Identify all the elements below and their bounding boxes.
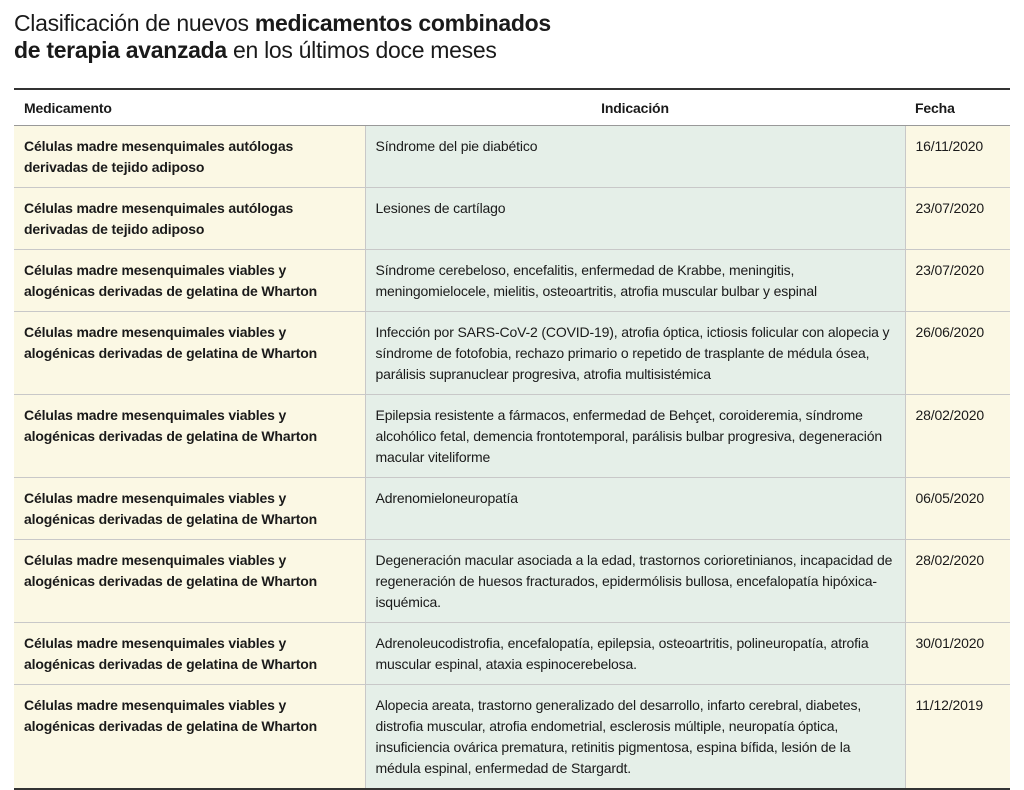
table-cell: Infección por SARS-CoV-2 (COVID-19), atr… [364,311,906,395]
table-cell: Células madre mesenquimales viables y al… [14,622,365,685]
title-bold: de terapia avanzada [14,37,227,63]
table-cell: Células madre mesenquimales viables y al… [14,249,365,312]
table-row: Células madre mesenquimales viables y al… [14,394,1010,478]
table-cell: Adrenoleucodistrofia, encefalopatía, epi… [364,622,906,685]
table-cell: Alopecia areata, trastorno generalizado … [364,684,906,790]
title-text: en los últimos doce meses [233,37,497,63]
table-cell: 11/12/2019 [905,684,1010,790]
table-cell: Síndrome del pie diabético [364,125,906,188]
table-cell: 26/06/2020 [905,311,1010,395]
table-cell: Células madre mesenquimales autólogas de… [14,125,365,188]
table-body: Células madre mesenquimales autólogas de… [14,125,1010,790]
column-header: Indicación [365,88,905,126]
table-cell: Células madre mesenquimales viables y al… [14,311,365,395]
table-cell: 23/07/2020 [905,187,1010,250]
table-row: Células madre mesenquimales viables y al… [14,249,1010,312]
column-header: Medicamento [14,88,365,126]
table-cell: 06/05/2020 [905,477,1010,540]
column-header: Fecha [905,88,1010,126]
table-row: Células madre mesenquimales autólogas de… [14,187,1010,250]
table: Medicamento Indicación Fecha Células madre… [14,88,1010,790]
table-row: Células madre mesenquimales viables y al… [14,539,1010,623]
table-cell: Células madre mesenquimales viables y al… [14,539,365,623]
table-cell: Lesiones de cartílago [364,187,906,250]
table-row: Células madre mesenquimales viables y al… [14,311,1010,395]
table-row: Células madre mesenquimales viables y al… [14,477,1010,540]
title: Clasificación de nuevos medicamentos com… [14,10,551,64]
table-cell: Células madre mesenquimales viables y al… [14,394,365,478]
header-row: Medicamento Indicación Fecha [14,88,1010,126]
table-cell: Células madre mesenquimales autólogas de… [14,187,365,250]
table-cell: Degeneración macular asociada a la edad,… [364,539,906,623]
title-text: Clasificación de nuevos [14,10,249,36]
table-cell: Síndrome cerebeloso, encefalitis, enferm… [364,249,906,312]
title-bold: medicamentos combinados [254,10,551,36]
table-cell: 28/02/2020 [905,394,1010,478]
table-cell: 23/07/2020 [905,249,1010,312]
page: Clasificación de nuevos medicamentos com… [14,10,1010,790]
table-cell: 16/11/2020 [905,125,1010,188]
table-cell: Adrenomieloneuropatía [364,477,906,540]
table-cell: 28/02/2020 [905,539,1010,623]
table-cell: 30/01/2020 [905,622,1010,685]
table-row: Células madre mesenquimales autólogas de… [14,125,1010,188]
table-cell: Epilepsia resistente a fármacos, enferme… [364,394,906,478]
table-cell: Células madre mesenquimales viables y al… [14,684,365,790]
table-row: Células madre mesenquimales viables y al… [14,684,1010,790]
table-row: Células madre mesenquimales viables y al… [14,622,1010,685]
table-cell: Células madre mesenquimales viables y al… [14,477,365,540]
